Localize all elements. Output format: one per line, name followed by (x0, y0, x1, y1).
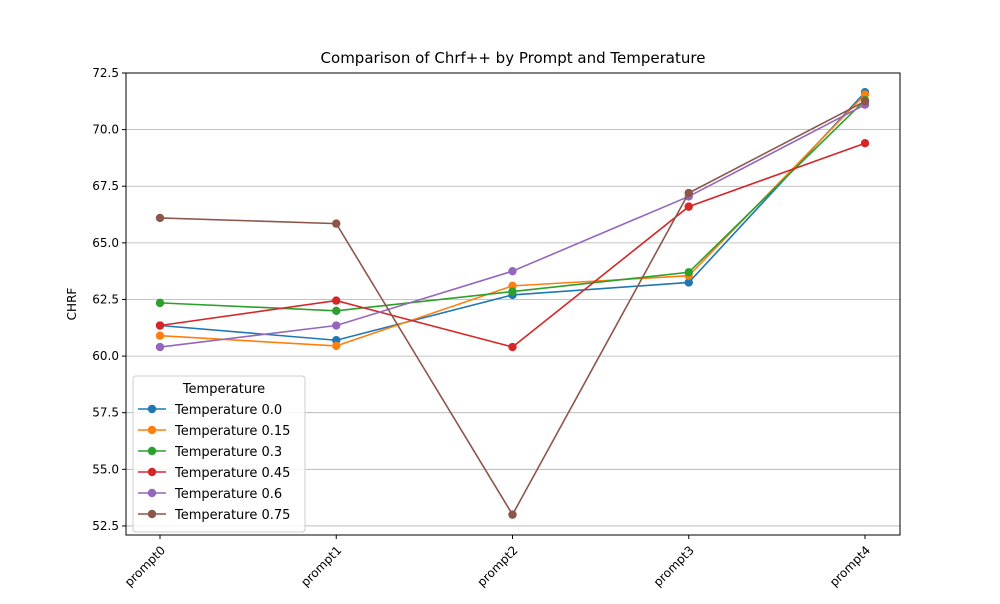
legend-swatch-marker (147, 404, 157, 414)
legend-swatch-marker (147, 467, 157, 477)
x-tick-label: prompt4 (827, 543, 873, 589)
data-point (684, 278, 693, 287)
data-point (155, 342, 165, 352)
series-group (155, 100, 870, 352)
legend-swatch-marker (147, 425, 157, 435)
data-point (508, 287, 517, 296)
y-axis-label: CHRF (65, 288, 79, 321)
data-point (332, 219, 341, 228)
series-group (155, 97, 870, 519)
y-tick-label: 72.5 (92, 66, 119, 80)
data-point (155, 321, 165, 330)
series-group (155, 88, 870, 345)
data-point (155, 331, 165, 340)
x-tick-label: prompt2 (474, 543, 520, 589)
data-point (508, 342, 517, 352)
x-tick-label: prompt1 (298, 543, 344, 589)
y-tick-label: 62.5 (92, 292, 119, 306)
legend: Temperature Temperature 0.0 Temperature 0.… (132, 375, 306, 533)
legend-swatch-marker (147, 488, 157, 498)
legend-swatch-marker (147, 446, 157, 456)
data-point (155, 298, 165, 308)
data-point (860, 97, 870, 106)
legend-entry: Temperature 0.15 (174, 424, 290, 439)
chart-title: Comparison of Chrf++ by Prompt and Tempe… (321, 49, 706, 67)
y-tick-label: 55.0 (92, 462, 119, 476)
x-tick-label: prompt3 (651, 543, 697, 589)
y-tick-label: 60.0 (92, 349, 119, 363)
data-point (155, 213, 165, 223)
y-tick-label: 57.5 (92, 406, 119, 420)
data-point (684, 188, 693, 198)
data-point (860, 139, 870, 148)
data-point (684, 202, 693, 211)
data-point (508, 266, 517, 276)
data-point (684, 268, 693, 277)
legend-box (132, 375, 306, 533)
series-group (155, 139, 870, 352)
y-tick-label: 52.5 (92, 519, 119, 533)
y-tick-label: 70.0 (92, 123, 119, 137)
legend-entry: Temperature 0.0 (174, 403, 282, 418)
data-point (332, 341, 341, 351)
legend-entry: Temperature 0.6 (174, 487, 282, 502)
data-point (508, 510, 517, 519)
legend-title: Temperature (182, 382, 265, 397)
legend-entry: Temperature 0.75 (174, 508, 290, 523)
data-point (332, 306, 341, 315)
data-point (332, 296, 341, 305)
y-tick-label: 67.5 (92, 179, 119, 193)
x-tick-label: prompt0 (122, 543, 168, 589)
data-point (332, 321, 341, 330)
series-line (159, 142, 866, 348)
series-lines (155, 88, 870, 519)
legend-entry: Temperature 0.3 (174, 445, 282, 460)
legend-entry: Temperature 0.45 (174, 466, 290, 481)
legend-swatch-marker (147, 509, 157, 519)
y-tick-label: 65.0 (92, 236, 119, 250)
